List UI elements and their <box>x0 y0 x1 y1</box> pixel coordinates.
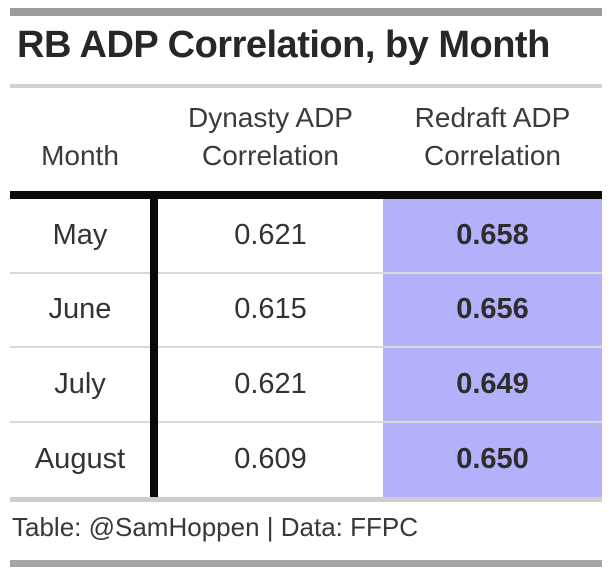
source-caption: Table: @SamHoppen | Data: FFPC <box>12 512 418 542</box>
footer-divider <box>10 497 602 502</box>
table-row-cell-dynasty: 0.621 <box>158 199 383 274</box>
table-row-cell-month: July <box>10 348 150 423</box>
table-row-cell-redraft: 0.658 <box>383 199 602 274</box>
table-row-cell-dynasty: 0.615 <box>158 274 383 348</box>
table-row-cell-month: August <box>34 443 126 476</box>
top-divider-bar <box>10 8 602 16</box>
table-row-cell-dynasty: 0.621 <box>158 348 383 423</box>
column-header-dynasty-adp: Dynasty ADP Correlation <box>188 102 353 171</box>
column-header-redraft-adp: Redraft ADP Correlation <box>414 102 571 171</box>
column-header-month: Month <box>41 140 119 171</box>
table-row-cell-month: May <box>10 199 150 274</box>
column-divider-line <box>150 199 158 497</box>
table-row-cell-dynasty: 0.609 <box>234 443 307 476</box>
bottom-divider-bar <box>10 560 602 567</box>
table-row-cell-redraft: 0.650 <box>383 422 602 497</box>
table-row-cell-month: June <box>10 274 150 348</box>
table-row-cell-redraft: 0.649 <box>383 348 602 423</box>
header-body-divider <box>10 191 602 199</box>
table-row-cell-redraft: 0.656 <box>383 273 602 348</box>
table-header-row: Month Dynasty ADP Correlation Redraft AD… <box>10 88 602 191</box>
title-divider <box>10 84 602 88</box>
page-title: RB ADP Correlation, by Month <box>17 24 550 66</box>
table-body: May 0.621 0.658 June 0.615 0.656 July 0.… <box>10 199 602 497</box>
